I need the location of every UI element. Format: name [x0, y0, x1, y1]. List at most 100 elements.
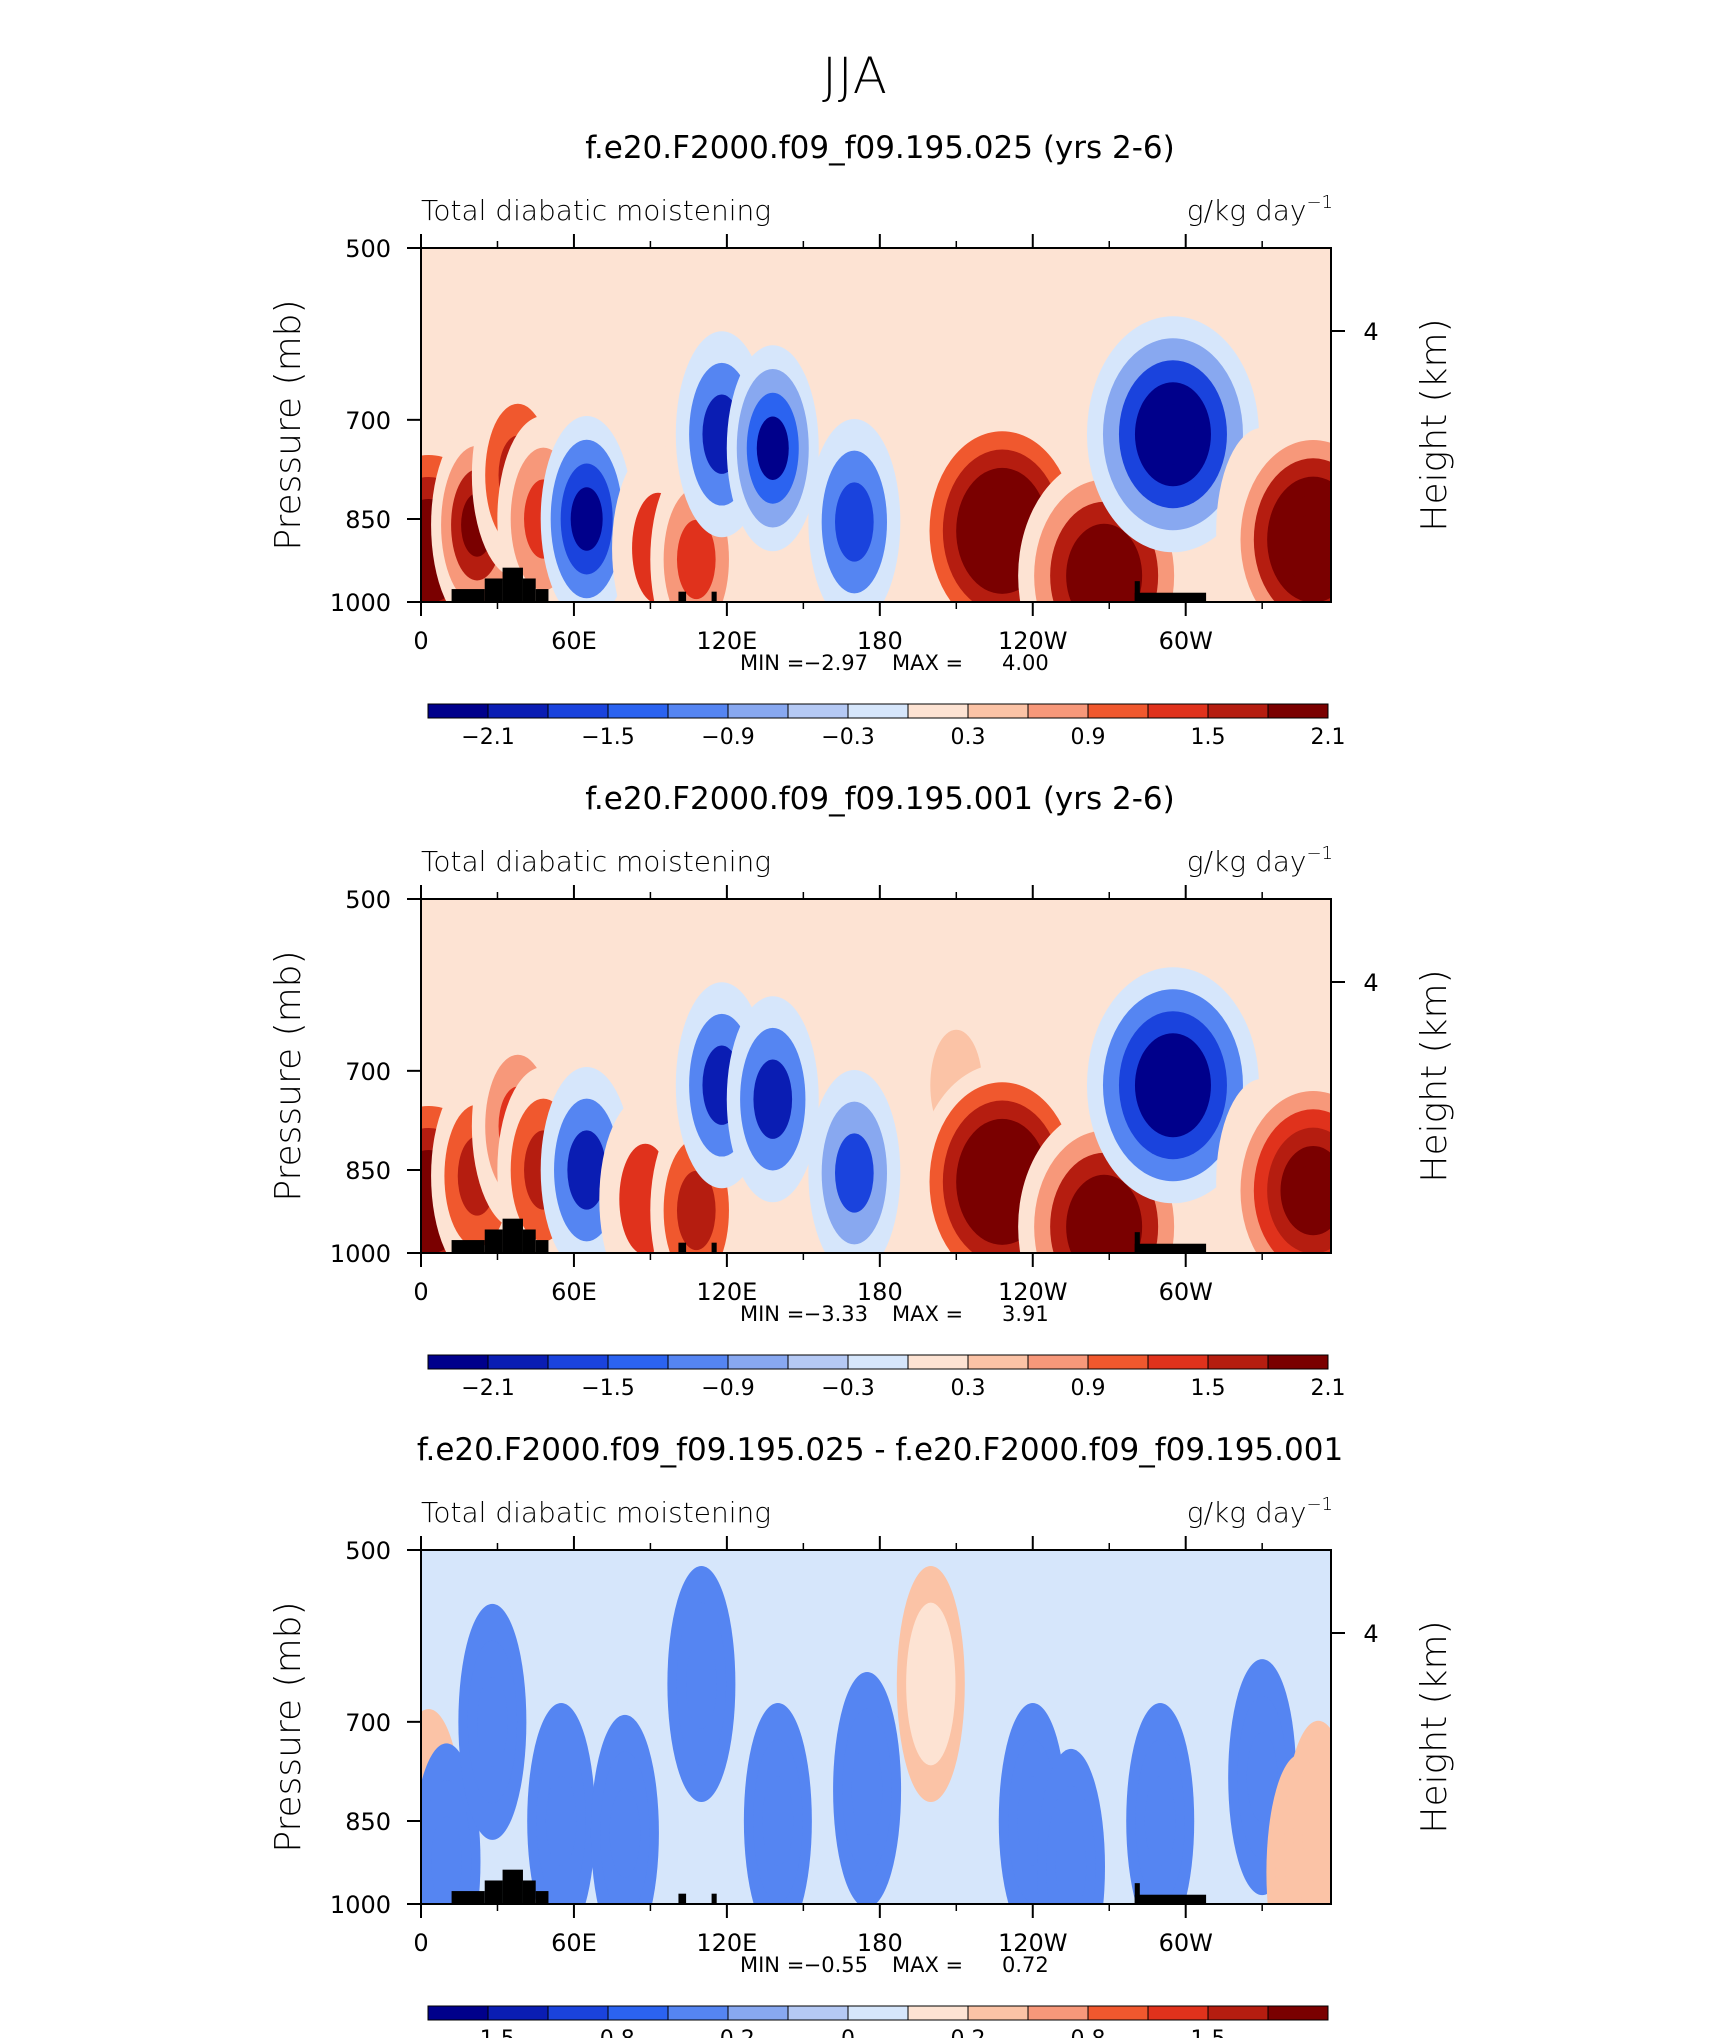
colorbar-box — [427, 703, 489, 719]
field-feature-15 — [1293, 513, 1331, 566]
colorbar-box — [727, 1354, 789, 1370]
field-feature-11 — [1144, 1776, 1176, 1866]
y-tick-label: 500 — [345, 1537, 391, 1565]
colorbar-box — [487, 2005, 549, 2021]
figure-title: JJA — [822, 47, 888, 105]
colorbar-box — [667, 703, 729, 719]
x-tick-label: 0 — [413, 627, 428, 655]
colorbar-label: −2.1 — [461, 1376, 514, 1401]
x-tick-label: 120E — [696, 1929, 757, 1957]
y-right-axis-label: Height (km) — [1414, 1620, 1455, 1833]
max-value: 3.91 — [1002, 1302, 1049, 1326]
colorbar-box — [1087, 1354, 1149, 1370]
field-feature-6 — [676, 1170, 716, 1251]
colorbar-box — [727, 2005, 789, 2021]
max-label: MAX = — [892, 1302, 963, 1326]
field-feature-7 — [851, 1745, 883, 1835]
y-tick-label: 700 — [345, 1058, 391, 1086]
y-tick-label: 850 — [345, 506, 391, 534]
x-tick-label: 180 — [857, 627, 903, 655]
max-label: MAX = — [892, 651, 963, 675]
colorbar-label: 1.5 — [1191, 1376, 1226, 1401]
plot-frame — [420, 1549, 1332, 1905]
colorbar-label: 0.9 — [1071, 1376, 1106, 1401]
land-mask — [678, 591, 687, 602]
field-contours — [421, 899, 1331, 1253]
min-label: MIN = — [740, 1953, 804, 1977]
y-tick-label: 500 — [345, 886, 391, 914]
field-feature-3 — [545, 1776, 577, 1866]
x-tick-label: 0 — [413, 1929, 428, 1957]
land-mask — [678, 1242, 687, 1253]
land-mask — [451, 1240, 485, 1253]
colorbar-label: 1.5 — [1191, 725, 1226, 750]
land-mask — [451, 1891, 485, 1904]
min-value: −0.55 — [804, 1953, 868, 1977]
land-mask — [484, 1229, 503, 1253]
x-tick-label: 120W — [998, 1278, 1068, 1306]
y-right-tick-label: 4 — [1363, 1620, 1378, 1648]
colorbar-box — [907, 703, 969, 719]
colorbar-box — [967, 1354, 1029, 1370]
land-mask — [1134, 1894, 1207, 1904]
colorbar-label: −2.1 — [461, 725, 514, 750]
y-axis-label: Pressure (mb) — [268, 1601, 309, 1852]
plot-frame — [420, 898, 1332, 1254]
y-axis-label: Pressure (mb) — [268, 299, 309, 550]
land-mask — [484, 1880, 503, 1904]
field-feature-8 — [915, 1639, 947, 1729]
x-tick-label: 60E — [551, 627, 597, 655]
colorbar-box — [967, 2005, 1029, 2021]
field-feature-14 — [1302, 1794, 1331, 1884]
field-feature-6 — [676, 519, 716, 600]
colorbar-box — [847, 1354, 909, 1370]
field-feature-12 — [1082, 545, 1127, 602]
colorbar-label: 1.5 — [1191, 2027, 1226, 2038]
max-value: 4.00 — [1002, 651, 1049, 675]
panel-title: f.e20.F2000.f09_f09.195.025 (yrs 2-6) — [585, 130, 1175, 166]
y-axis-label: Pressure (mb) — [268, 950, 309, 1201]
colorbar-label: −0.3 — [821, 725, 874, 750]
colorbar-label: −1.5 — [461, 2027, 514, 2038]
panel-subtitle: Total diabatic moistening — [421, 1496, 771, 1529]
land-mask — [1134, 592, 1207, 602]
land-mask — [484, 578, 503, 602]
y-right-axis-label: Height (km) — [1414, 318, 1455, 531]
max-label: MAX = — [892, 1953, 963, 1977]
field-feature-9 — [835, 482, 874, 562]
colorbar-box — [1027, 1354, 1089, 1370]
colorbar-label: 2.1 — [1311, 1376, 1346, 1401]
field-feature-2 — [477, 1677, 508, 1767]
field-feature-5 — [686, 1639, 717, 1729]
land-mask — [535, 1240, 549, 1253]
colorbar-label: 0.2 — [951, 2027, 986, 2038]
field-feature-8 — [756, 416, 789, 480]
field-feature-15 — [1293, 1164, 1331, 1217]
colorbar-box — [907, 1354, 969, 1370]
colorbar-box — [1267, 703, 1329, 719]
land-mask — [451, 589, 485, 602]
colorbar-box — [487, 1354, 549, 1370]
field-feature-13 — [1150, 1055, 1195, 1116]
land-mask — [1134, 1243, 1207, 1253]
field-feature-9 — [835, 1133, 874, 1213]
field-feature-13 — [1150, 404, 1195, 465]
y-right-tick-label: 4 — [1363, 969, 1378, 997]
x-tick-label: 120E — [696, 627, 757, 655]
y-tick-label: 850 — [345, 1808, 391, 1836]
field-feature-11 — [982, 1155, 1022, 1209]
land-mask — [711, 591, 717, 602]
colorbar-box — [547, 703, 609, 719]
y-tick-label: 700 — [345, 1709, 391, 1737]
colorbar-label: 0.3 — [951, 725, 986, 750]
field-contours — [421, 248, 1331, 602]
colorbar-box — [727, 703, 789, 719]
land-mask — [502, 567, 523, 602]
min-value: −3.33 — [804, 1302, 868, 1326]
x-tick-label: 120W — [998, 627, 1068, 655]
x-tick-label: 180 — [857, 1929, 903, 1957]
y-tick-label: 1000 — [330, 1240, 391, 1268]
field-feature-8 — [753, 1059, 793, 1139]
y-tick-label: 1000 — [330, 1891, 391, 1919]
colorbar-box — [1267, 1354, 1329, 1370]
